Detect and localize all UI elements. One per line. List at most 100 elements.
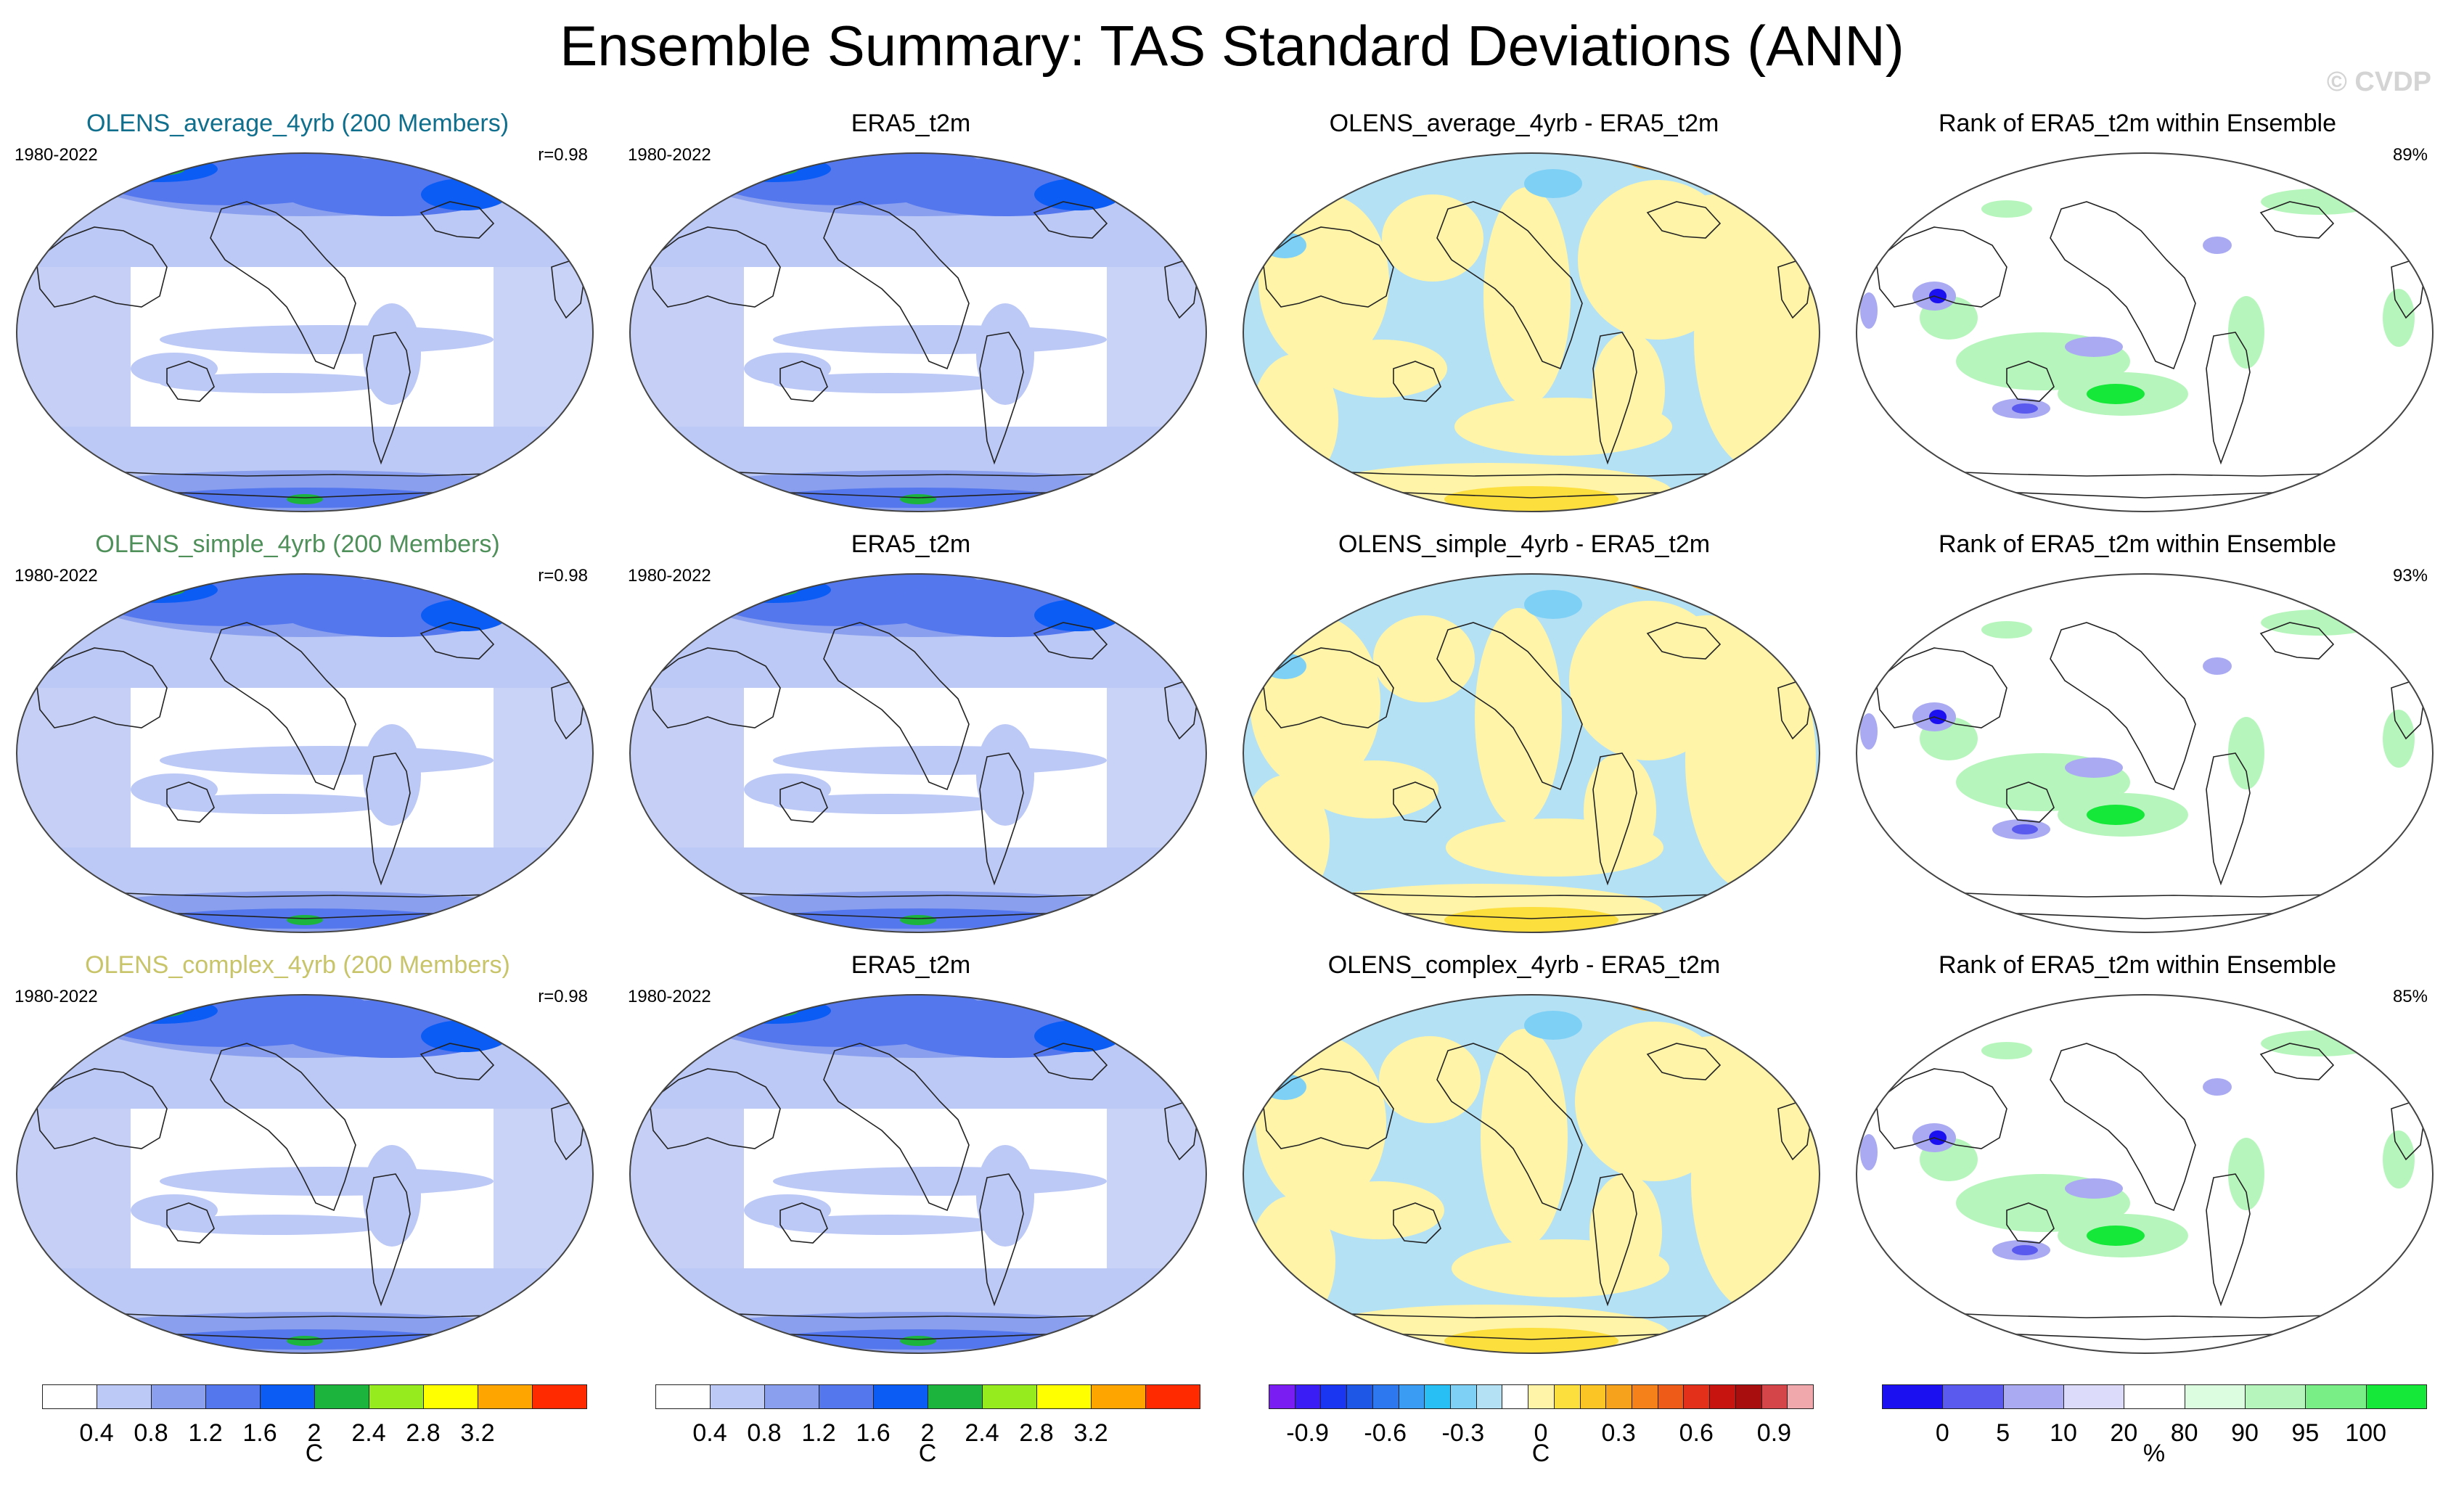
colorbar-swatch xyxy=(369,1384,424,1409)
coastline xyxy=(2206,752,2251,886)
map-panel-std: OLENS_simple_4yrb (200 Members) 1980-2022… xyxy=(0,530,595,936)
southern-core xyxy=(900,494,936,504)
positive-diff-area xyxy=(1382,194,1483,282)
colorbar-swatch xyxy=(2305,1384,2367,1409)
low-rank-area xyxy=(1860,292,1878,329)
colorbar-swatch xyxy=(1036,1384,1092,1409)
world-map xyxy=(629,573,1207,933)
samerica-band xyxy=(976,1145,1034,1247)
negative-diff-core xyxy=(1524,590,1582,619)
colorbar-swatch xyxy=(819,1384,874,1409)
high-rank-area xyxy=(2383,710,2415,768)
map-border xyxy=(1243,994,1820,1354)
colorbar-swatch xyxy=(1528,1384,1555,1409)
colorbar-tick-label: 0.8 xyxy=(134,1419,168,1447)
panel-title: OLENS_complex_4yrb (200 Members) xyxy=(85,951,510,979)
australia-band xyxy=(131,773,218,805)
map-panel-rank: Rank of ERA5_t2m within Ensemble 93% xyxy=(1840,530,2435,936)
panel-period: 1980-2022 xyxy=(15,145,98,165)
australia-band xyxy=(744,353,831,385)
tropical-band xyxy=(160,1215,392,1235)
tropical-band xyxy=(773,325,1107,354)
positive-diff-core xyxy=(1444,1328,1618,1353)
colorbar-swatch xyxy=(1475,1384,1503,1409)
colorbar-swatch xyxy=(1269,1384,1296,1409)
colorbar-swatch xyxy=(1787,1384,1814,1409)
coastline xyxy=(1592,752,1637,886)
colorbar-unit: C xyxy=(305,1440,324,1467)
coastline xyxy=(2050,1043,2196,1212)
southern-core xyxy=(287,494,323,504)
world-map xyxy=(1856,152,2434,512)
positive-diff-area xyxy=(1483,187,1571,405)
colorbar-swatch xyxy=(2245,1384,2307,1409)
colorbar-swatch xyxy=(873,1384,928,1409)
colorbar: -0.9 -0.6 -0.3 0 0.3 0.6 0.9 C xyxy=(1269,1384,1814,1467)
colorbar-tick-label: 95 xyxy=(2291,1419,2320,1447)
high-rank-area xyxy=(2261,609,2377,636)
world-map xyxy=(629,994,1207,1354)
map-panel-std: OLENS_average_4yrb (200 Members) 1980-202… xyxy=(0,109,595,515)
positive-diff-area xyxy=(1248,1196,1335,1326)
coastline xyxy=(1393,781,1441,823)
colorbar-swatch xyxy=(2124,1384,2185,1409)
panel-stat: r=0.98 xyxy=(538,566,588,586)
world-map xyxy=(1243,573,1820,933)
panel-period: 1980-2022 xyxy=(15,566,98,586)
tropical-band xyxy=(160,1167,494,1196)
colorbar-swatch xyxy=(655,1384,711,1409)
colorbar-tick-label: 3.2 xyxy=(460,1419,495,1447)
positive-diff-area xyxy=(1592,332,1665,448)
colorbar-swatch xyxy=(1553,1384,1581,1409)
coastline xyxy=(1436,201,1583,370)
coastline xyxy=(823,622,970,791)
world-map xyxy=(1243,152,1820,512)
samerica-band xyxy=(363,1145,421,1247)
high-rank-area xyxy=(1981,1042,2032,1059)
coastline xyxy=(1646,1043,1722,1080)
coastline xyxy=(1033,622,1108,660)
southern-core xyxy=(900,915,936,925)
map-border xyxy=(16,994,594,1354)
high-rank-area xyxy=(2228,1138,2264,1210)
positive-diff-area xyxy=(1251,354,1338,485)
colorbar-swatch xyxy=(1683,1384,1711,1409)
samerica-band xyxy=(976,303,1034,405)
coastline xyxy=(1393,1202,1441,1244)
map-panel-rank: Rank of ERA5_t2m within Ensemble 89% xyxy=(1840,109,2435,515)
coastline xyxy=(2006,781,2055,823)
negative-diff-core xyxy=(1524,1011,1582,1040)
high-rank-core xyxy=(2087,805,2145,825)
coastline xyxy=(1436,622,1583,791)
australia-band xyxy=(131,1194,218,1226)
colorbar-swatch xyxy=(1320,1384,1348,1409)
map-border xyxy=(16,152,594,512)
colorbar-swatch xyxy=(1346,1384,1373,1409)
cvdp-watermark: © CVDP xyxy=(2326,67,2431,97)
panel-title: OLENS_simple_4yrb (200 Members) xyxy=(95,530,500,558)
high-rank-area xyxy=(2228,717,2264,789)
panel-title: ERA5_t2m xyxy=(851,951,971,979)
colorbar-swatch xyxy=(2184,1384,2246,1409)
positive-diff-area xyxy=(1672,194,1759,253)
panel-stat: 85% xyxy=(2392,987,2428,1006)
positive-diff-area xyxy=(1379,1036,1481,1123)
colorbar-tick-label: 2.8 xyxy=(1019,1419,1054,1447)
std-core xyxy=(748,1004,798,1017)
positive-diff-area xyxy=(1584,753,1656,869)
colorbar-tick-label: -0.9 xyxy=(1286,1419,1329,1447)
coastline xyxy=(1436,1043,1583,1212)
low-rank-area xyxy=(2203,657,2232,675)
colorbar-tick-label: 5 xyxy=(1996,1419,2010,1447)
panel-title: OLENS_simple_4yrb - ERA5_t2m xyxy=(1338,530,1711,558)
panel-stat: 93% xyxy=(2392,566,2428,586)
colorbar-swatch xyxy=(1294,1384,1322,1409)
samerica-band xyxy=(363,303,421,405)
colorbar-swatch xyxy=(982,1384,1037,1409)
positive-diff-core xyxy=(1444,486,1618,512)
colorbar-tick-label: 100 xyxy=(2345,1419,2387,1447)
tropical-band xyxy=(773,1167,1107,1196)
low-rank-core xyxy=(1929,1130,1947,1145)
coastline xyxy=(2050,201,2196,370)
positive-diff-area xyxy=(1314,1181,1444,1239)
